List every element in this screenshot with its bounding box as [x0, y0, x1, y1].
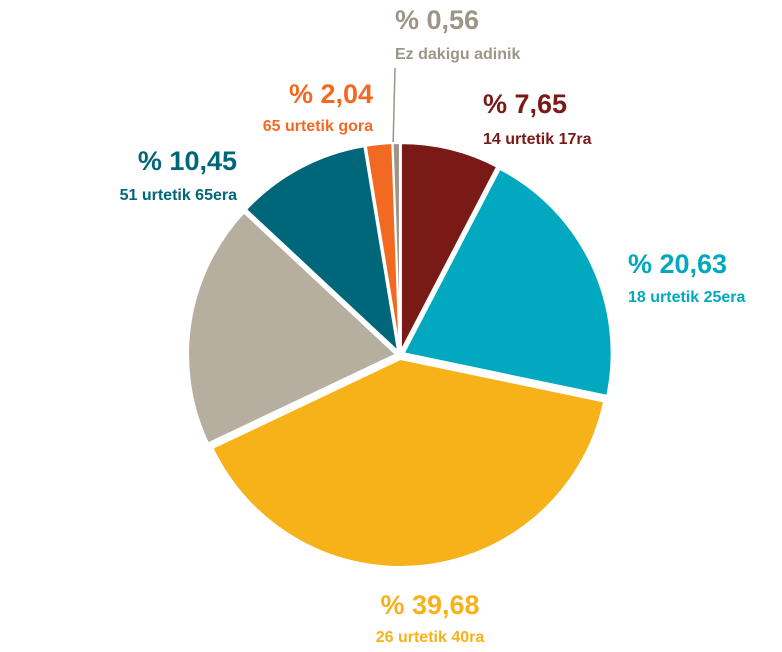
category-label: 65 urtetik gora: [263, 118, 373, 135]
leader-line: [392, 67, 396, 149]
category-label: Ez dakigu adinik: [395, 46, 520, 63]
category-label: 18 urtetik 25era: [628, 289, 746, 306]
pie-slice: [244, 145, 400, 355]
value-label: % 7,65: [483, 89, 567, 119]
value-label: % 0,56: [395, 5, 479, 35]
pie-slice: [211, 357, 606, 568]
value-label: % 10,45: [138, 146, 237, 176]
pie-slice: [391, 142, 401, 352]
category-label: 26 urtetik 40ra: [376, 629, 485, 646]
value-label: % 20,63: [628, 249, 727, 279]
category-label: 14 urtetik 17ra: [483, 131, 592, 148]
pie-slice: [402, 167, 613, 398]
pie-slice: [399, 142, 499, 352]
value-label: % 39,68: [380, 590, 479, 620]
category-label: 51 urtetik 65era: [120, 187, 238, 204]
category-label: 41 urtetik 50era: [219, 348, 337, 365]
value-label: % 18,99: [237, 309, 336, 339]
pie-slice: [187, 211, 398, 445]
value-label: % 2,04: [289, 79, 373, 109]
